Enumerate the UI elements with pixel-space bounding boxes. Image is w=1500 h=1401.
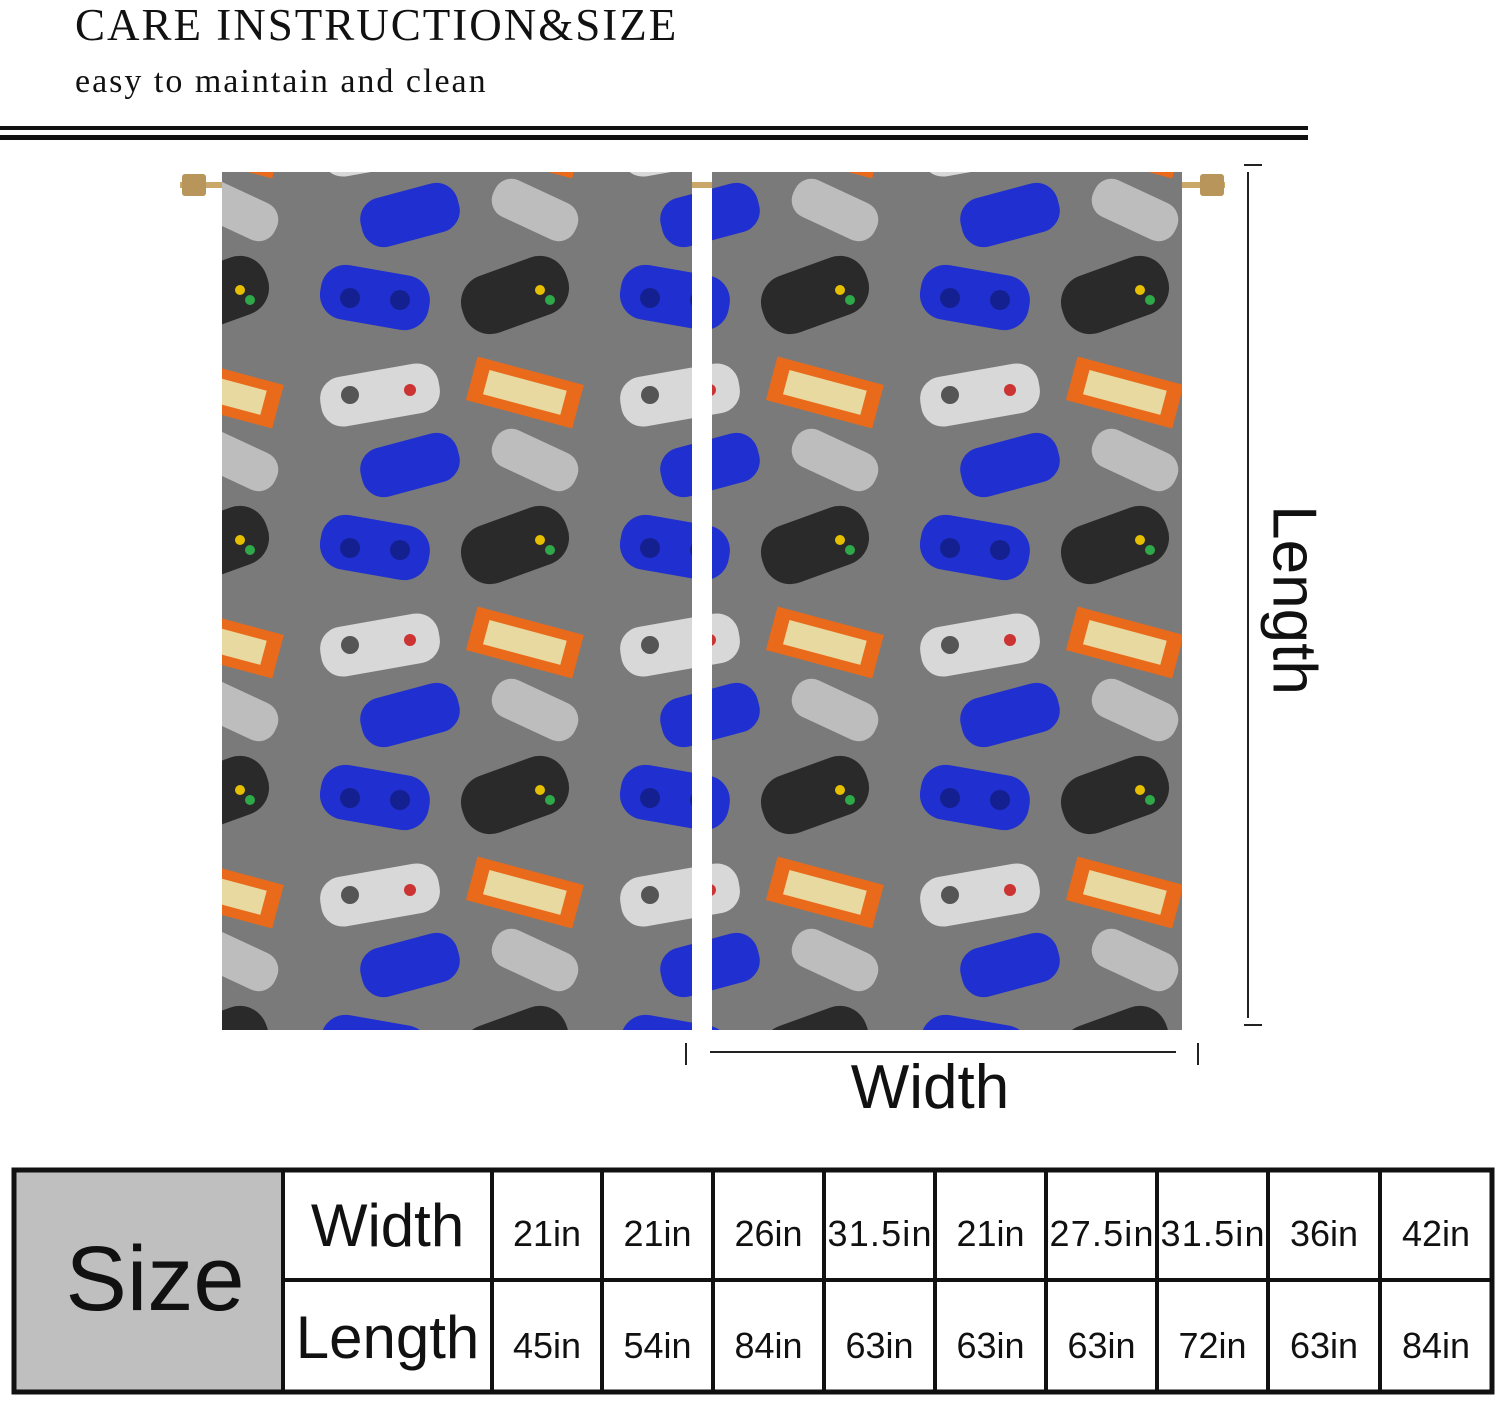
- size-value: 54in: [623, 1325, 691, 1366]
- size-table: Width 21in 21in 26in 31.5in 21in 27.5in 31.5in 3…: [11, 1167, 1495, 1395]
- size-value: 84in: [734, 1325, 802, 1366]
- size-value: 31.5in: [828, 1213, 932, 1254]
- size-value: 26in: [734, 1213, 802, 1254]
- length-arrow: [1244, 164, 1262, 1026]
- curtain-rod: [180, 182, 1225, 188]
- divider: [0, 126, 1308, 130]
- size-value: 63in: [1290, 1325, 1358, 1366]
- curtain-panel: [712, 172, 1182, 1030]
- row-header: Width: [311, 1192, 464, 1259]
- size-value: 21in: [956, 1213, 1024, 1254]
- size-value: 45in: [513, 1325, 581, 1366]
- size-value: 42in: [1402, 1213, 1470, 1254]
- size-value: 21in: [513, 1213, 581, 1254]
- size-value: 63in: [956, 1325, 1024, 1366]
- curtain-panel: [222, 172, 692, 1030]
- size-value: 36in: [1290, 1213, 1358, 1254]
- size-value: 27.5in: [1050, 1213, 1154, 1254]
- subtitle: easy to maintain and clean: [75, 63, 488, 100]
- width-arrow: [685, 1043, 1199, 1065]
- size-value: 72in: [1178, 1325, 1246, 1366]
- rod-end: [182, 174, 206, 196]
- divider: [0, 135, 1308, 140]
- size-value: 84in: [1402, 1325, 1470, 1366]
- width-label: Width: [851, 1053, 1009, 1122]
- size-value: 31.5in: [1161, 1213, 1265, 1254]
- length-label: Length: [1260, 505, 1329, 695]
- size-value: 21in: [623, 1213, 691, 1254]
- size-value: 63in: [845, 1325, 913, 1366]
- title: CARE INSTRUCTION&SIZE: [75, 0, 678, 50]
- row-header: Length: [296, 1304, 480, 1371]
- size-label: Size: [66, 1228, 245, 1330]
- size-value: 63in: [1067, 1325, 1135, 1366]
- size-cell: [16, 1172, 283, 1390]
- rod-end: [1200, 174, 1224, 196]
